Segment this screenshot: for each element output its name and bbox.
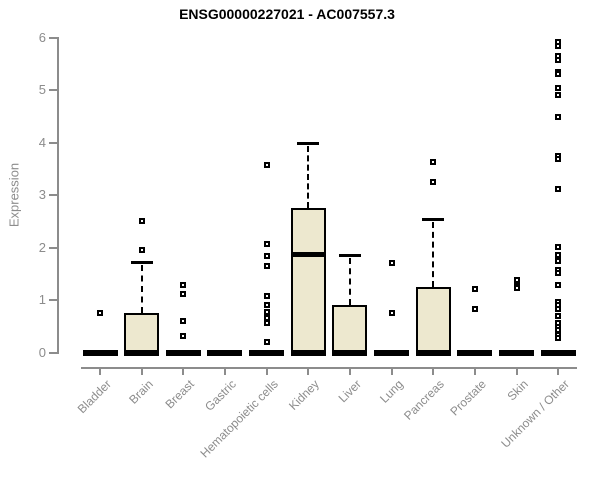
zero-bar-bladder [82,349,118,356]
median-line-kidney [290,251,326,257]
zero-bar-lung [374,349,410,356]
zero-bar-brain [124,349,160,356]
zero-bar-prostate [457,349,493,356]
outlier-point [555,251,562,258]
zero-bar-skin [499,349,535,356]
y-tick [49,246,58,249]
zero-bar-liver [332,349,368,356]
whisker-cap-brain [130,261,153,265]
outlier-point [555,71,562,78]
outlier-point [263,314,270,321]
outlier-point [555,84,562,91]
outlier-point [555,43,562,50]
outlier-point [180,290,187,297]
zero-bar-kidney [290,349,326,356]
whisker-brain [140,265,143,313]
outlier-point [263,320,270,327]
outlier-point [180,282,187,289]
x-tick [307,369,310,375]
whisker-cap-liver [338,254,361,258]
zero-bar-pancreas [415,349,451,356]
outlier-point [263,262,270,269]
outlier-point [263,339,270,345]
outlier-point [555,243,562,250]
y-tick-label: 2 [38,239,46,255]
outlier-point [263,308,270,315]
outlier-point [471,305,478,312]
outlier-point [513,276,520,283]
outlier-point [555,56,562,63]
box-liver [332,305,368,356]
whisker-pancreas [432,221,435,287]
outlier-point [388,309,395,316]
outlier-point [513,285,520,292]
y-tick [49,299,58,301]
outlier-point [555,282,562,289]
outlier-point [555,313,562,320]
x-tick [557,369,560,375]
zero-bar-hematopoietic-cells [249,349,285,356]
y-tick [49,351,58,354]
y-tick-label: 4 [38,134,46,150]
box-brain [124,312,160,356]
outlier-point [180,318,187,324]
x-tick [182,369,185,375]
outlier-point [263,241,270,248]
chart-title: ENSG00000227021 - AC007557.3 [179,6,395,22]
whisker-liver [348,258,351,306]
outlier-point [430,159,437,166]
zero-bar-unknown-other [540,349,576,356]
zero-bar-breast [165,349,201,356]
x-tick [140,369,143,375]
outlier-point [555,269,562,276]
x-tick [473,369,476,375]
outlier-point [388,259,395,266]
box-pancreas [415,286,451,356]
outlier-point [430,178,437,185]
outlier-point [555,91,562,98]
whisker-cap-pancreas [422,217,445,221]
y-tick-label: 5 [38,82,46,97]
outlier-point [555,185,562,192]
outlier-point [263,302,270,309]
outlier-point [263,293,270,300]
y-tick-label: 0 [38,344,46,360]
outlier-point [138,217,145,224]
y-tick-label: 6 [38,29,46,45]
outlier-point [555,156,562,163]
outlier-point [555,335,562,342]
y-tick [49,89,58,91]
y-tick-label: 3 [38,187,46,202]
x-tick [515,369,518,375]
outlier-point [471,285,478,292]
x-axis-line [81,367,577,369]
outlier-point [138,247,145,254]
x-tick [99,369,101,375]
whisker-kidney [307,145,310,208]
outlier-point [97,309,103,316]
y-tick [49,194,58,196]
category-label-unknown-other: Unknown / Other [498,377,573,451]
x-tick [348,369,351,375]
outlier-point [180,332,187,339]
y-tick [49,141,58,144]
outlier-point [555,305,562,312]
box-kidney [290,207,326,356]
x-tick [432,369,435,375]
y-tick [49,36,58,39]
y-axis-line [57,37,59,354]
outlier-point [555,258,562,265]
zero-bar-gastric [207,349,243,356]
x-tick [390,369,393,375]
y-tick-label: 1 [38,292,46,307]
outlier-point [263,252,270,259]
x-tick [223,369,226,375]
outlier-point [263,161,270,168]
outlier-point [555,113,562,120]
x-tick [265,369,268,375]
whisker-cap-kidney [297,141,320,145]
